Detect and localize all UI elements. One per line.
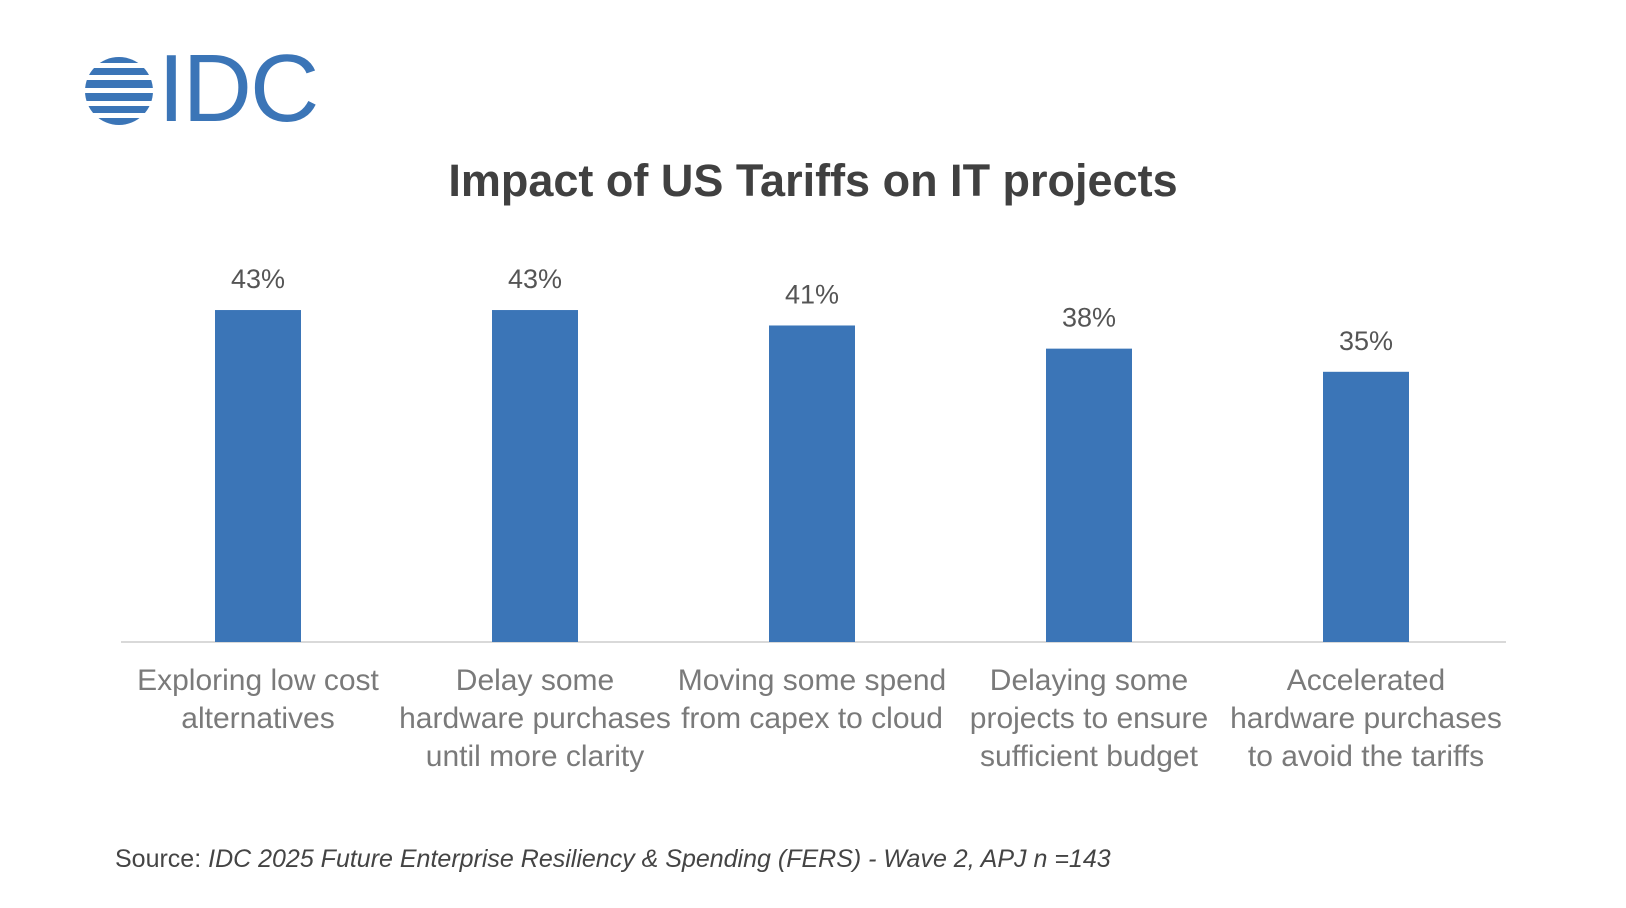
source-label: Source: [115, 845, 202, 873]
x-tick-label: Accelerated hardware purchases to avoid … [1230, 664, 1502, 773]
value-label: 41% [785, 279, 839, 309]
bar [1323, 371, 1409, 642]
x-tick-label: Delaying some projects to ensure suffici… [969, 664, 1209, 773]
value-label: 43% [231, 264, 285, 294]
logo-text: IDC [158, 35, 319, 142]
x-tick-label: Exploring low cost alternatives [137, 664, 379, 735]
value-label: 38% [1062, 303, 1116, 333]
x-tick-label: Delay some hardware purchases until more… [399, 664, 671, 773]
bar [769, 325, 855, 642]
value-label: 35% [1339, 326, 1393, 356]
source: Source: IDC 2025 Future Enterprise Resil… [115, 845, 1111, 874]
logo-icon [85, 57, 153, 125]
value-label: 43% [508, 264, 562, 294]
bar [1046, 348, 1132, 642]
bar [215, 310, 301, 642]
x-tick-label: Moving some spend from capex to cloud [677, 664, 947, 735]
source-text: IDC 2025 Future Enterprise Resiliency & … [208, 845, 1111, 873]
bar [492, 310, 578, 642]
chart-title: Impact of US Tariffs on IT projects [448, 155, 1178, 206]
